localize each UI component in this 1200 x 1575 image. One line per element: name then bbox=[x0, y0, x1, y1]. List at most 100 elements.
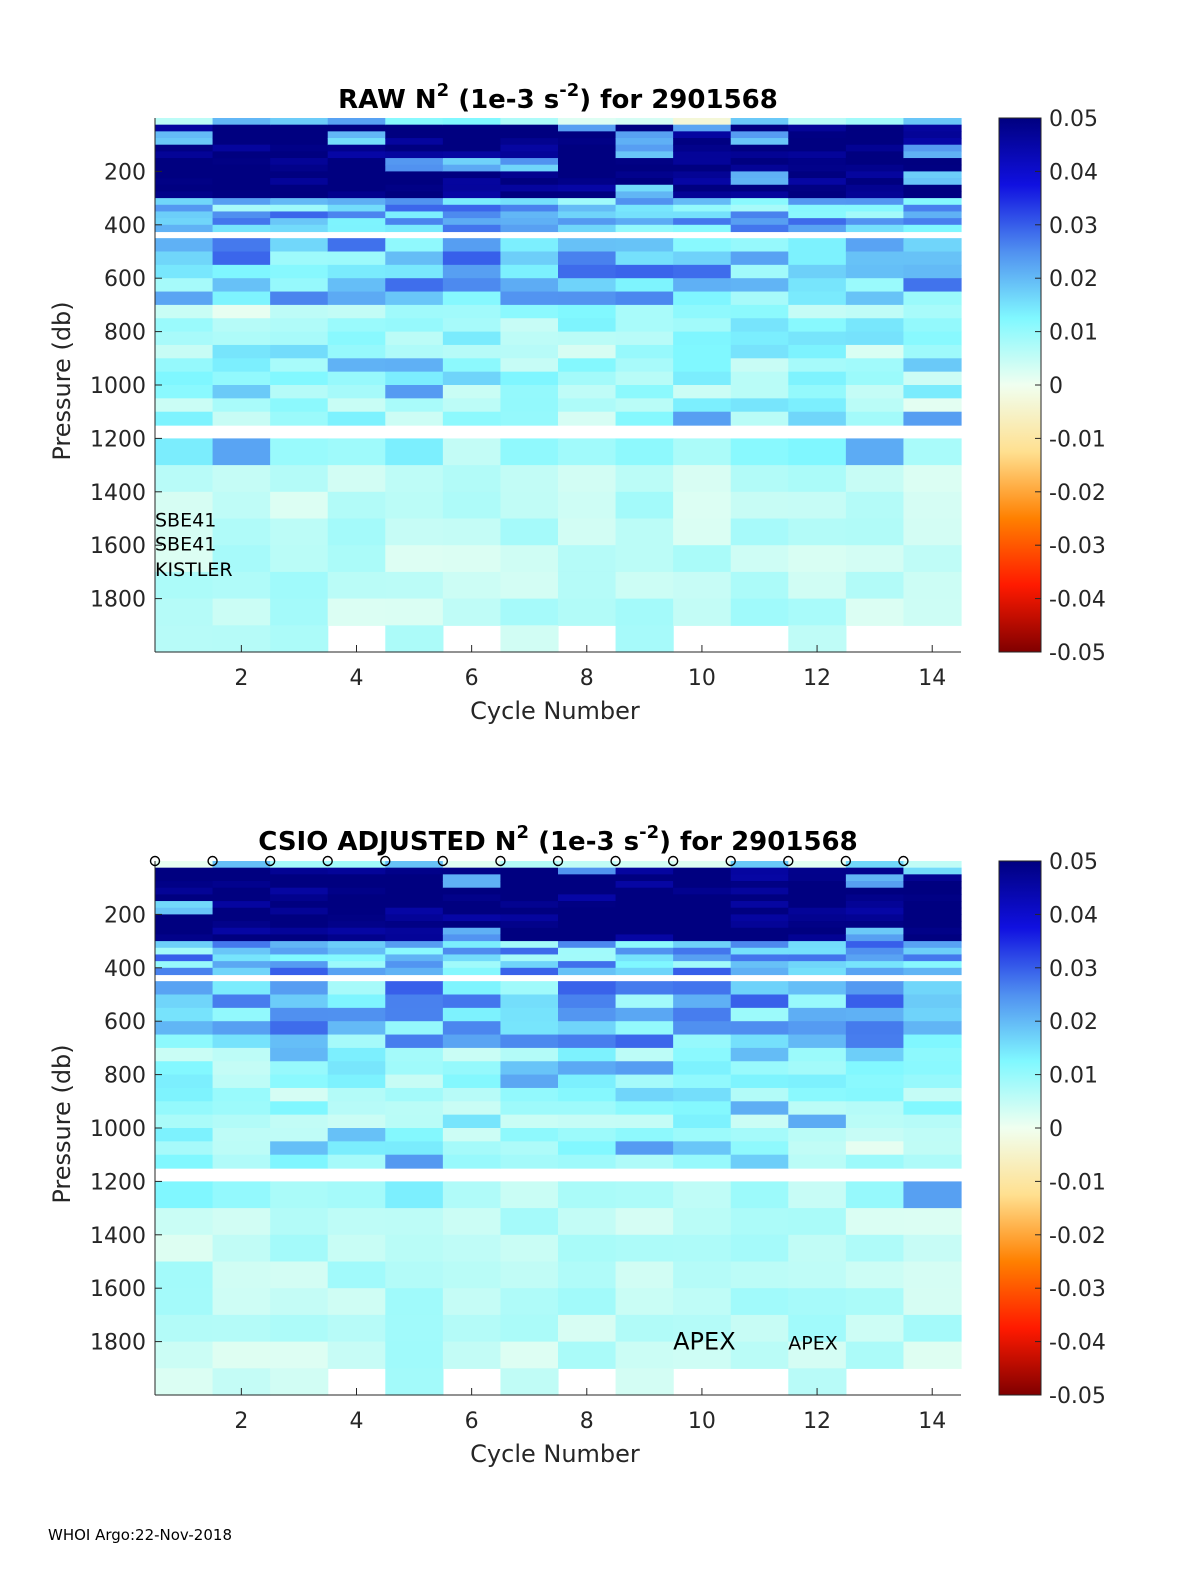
heatmap-cell bbox=[615, 1021, 674, 1036]
profile-marker bbox=[207, 855, 218, 867]
heatmap-cell bbox=[442, 867, 502, 875]
heatmap-cell bbox=[385, 981, 444, 996]
heatmap-cell bbox=[500, 1061, 559, 1076]
heatmap-cell bbox=[270, 947, 329, 956]
heatmap-cell bbox=[788, 545, 847, 573]
heatmap-cell bbox=[442, 278, 502, 293]
heatmap-cell bbox=[385, 571, 444, 600]
heatmap-cell bbox=[327, 158, 386, 166]
heatmap-cell bbox=[500, 1368, 559, 1396]
profile-marker bbox=[898, 855, 909, 867]
heatmap-cell bbox=[903, 954, 962, 962]
heatmap-cell bbox=[615, 927, 674, 936]
heatmap-cell bbox=[385, 171, 444, 179]
heatmap-cell bbox=[385, 144, 444, 152]
heatmap-cell bbox=[500, 1234, 559, 1263]
footer-credit: WHOI Argo:22-Nov-2018 bbox=[48, 1526, 232, 1544]
heatmap-cell bbox=[673, 967, 732, 976]
heatmap-cell bbox=[615, 398, 674, 413]
heatmap-cell bbox=[212, 251, 271, 266]
heatmap-cell bbox=[327, 934, 386, 942]
heatmap-cell bbox=[558, 545, 617, 573]
heatmap-cell bbox=[442, 198, 502, 206]
heatmap-cell bbox=[385, 941, 444, 949]
heatmap-cell bbox=[903, 124, 962, 132]
heatmap-cell bbox=[327, 411, 386, 426]
heatmap-cell bbox=[500, 598, 559, 626]
heatmap-cell bbox=[442, 1181, 502, 1209]
heatmap-cell bbox=[500, 331, 559, 346]
y-axis-label: Pressure (db) bbox=[48, 1044, 76, 1203]
heatmap-cell bbox=[327, 1181, 386, 1209]
heatmap-cell bbox=[270, 887, 329, 895]
heatmap-cell bbox=[615, 178, 674, 186]
profile-marker bbox=[840, 855, 852, 867]
heatmap-cell bbox=[327, 1007, 386, 1022]
heatmap-cell bbox=[845, 1114, 905, 1129]
heatmap-cell bbox=[845, 934, 905, 942]
x-tick-label: 8 bbox=[580, 666, 594, 691]
heatmap-cell bbox=[558, 887, 617, 895]
heatmap-cell bbox=[385, 894, 444, 902]
heatmap-cell bbox=[500, 994, 559, 1009]
heatmap-cell bbox=[270, 291, 329, 306]
heatmap-cell bbox=[558, 914, 617, 922]
heatmap-cell bbox=[500, 1141, 559, 1156]
heatmap-cell bbox=[673, 894, 732, 902]
heatmap-cell bbox=[845, 954, 905, 962]
heatmap-cell bbox=[730, 861, 789, 869]
heatmap-cell bbox=[615, 198, 674, 206]
heatmap-cell bbox=[385, 874, 444, 882]
heatmap-cell bbox=[845, 1007, 905, 1022]
heatmap-cell bbox=[845, 1181, 905, 1209]
y-tick-label: 1800 bbox=[90, 588, 146, 613]
heatmap-cell bbox=[500, 967, 559, 976]
profile-marker bbox=[783, 855, 794, 867]
colorbar-tick-label: 0.05 bbox=[1049, 107, 1098, 132]
heatmap-cell bbox=[212, 1034, 271, 1049]
x-tick-label: 14 bbox=[918, 1409, 946, 1434]
heatmap-cell bbox=[385, 1061, 444, 1076]
heatmap-cell bbox=[270, 625, 329, 653]
y-tick-label: 1400 bbox=[90, 481, 146, 506]
heatmap-cell bbox=[327, 318, 386, 333]
heatmap-cell bbox=[558, 901, 617, 909]
heatmap-cell bbox=[442, 967, 502, 976]
heatmap-cell bbox=[385, 1128, 444, 1142]
title-part: (1e-3 s bbox=[529, 827, 639, 857]
heatmap-cell bbox=[788, 867, 847, 875]
heatmap-cell bbox=[442, 138, 502, 146]
heatmap-cell bbox=[730, 1114, 789, 1129]
heatmap-cell bbox=[673, 545, 732, 573]
heatmap-cell bbox=[730, 927, 789, 936]
heatmap-cell bbox=[442, 318, 502, 333]
heatmap-cell bbox=[442, 1007, 502, 1022]
heatmap-cell bbox=[673, 264, 732, 279]
heatmap-cell bbox=[730, 1154, 789, 1169]
heatmap-cell bbox=[155, 371, 214, 386]
heatmap-cell bbox=[212, 994, 271, 1009]
heatmap-cell bbox=[845, 204, 905, 213]
heatmap-cell bbox=[845, 238, 905, 253]
profile-marker bbox=[322, 855, 333, 867]
heatmap-cell bbox=[442, 164, 502, 172]
heatmap-cell bbox=[615, 941, 674, 949]
heatmap-cell bbox=[442, 1034, 502, 1049]
heatmap-cell bbox=[212, 358, 271, 373]
heatmap-cell bbox=[730, 358, 789, 373]
heatmap-cell bbox=[845, 411, 905, 426]
heatmap-cell bbox=[442, 218, 502, 226]
heatmap-cell bbox=[327, 1087, 386, 1102]
heatmap-cell bbox=[212, 331, 271, 346]
heatmap-cell bbox=[673, 518, 732, 546]
heatmap-cell bbox=[442, 158, 502, 166]
heatmap-cell bbox=[212, 238, 271, 253]
heatmap-cell bbox=[155, 947, 214, 956]
heatmap-cell bbox=[212, 947, 271, 956]
heatmap-cell bbox=[615, 385, 674, 399]
heatmap-cell bbox=[558, 158, 617, 166]
heatmap-cell bbox=[327, 921, 386, 929]
heatmap-cell bbox=[558, 1154, 617, 1169]
heatmap-cell bbox=[788, 411, 847, 426]
heatmap-cell bbox=[442, 545, 502, 573]
